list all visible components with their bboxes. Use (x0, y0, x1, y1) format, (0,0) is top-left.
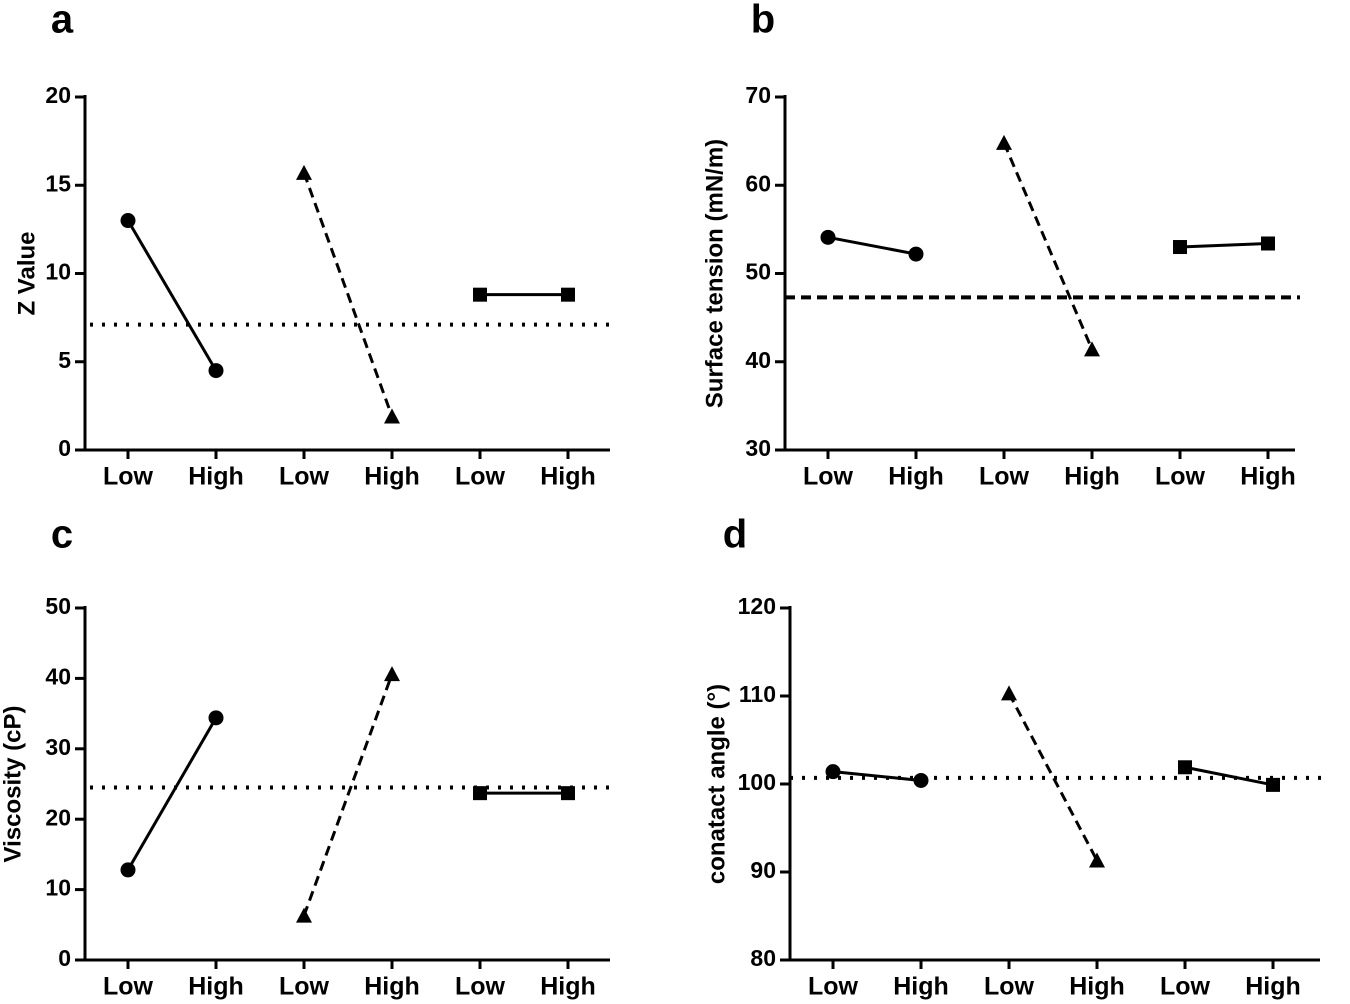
y-tick-label: 50 (745, 259, 771, 285)
x-tick-label: Low (103, 463, 154, 491)
marker (820, 229, 836, 245)
series-line (302, 673, 394, 917)
marker (996, 134, 1012, 150)
x-tick-label: High (1240, 463, 1296, 491)
marker (1001, 685, 1017, 701)
x-tick-label: High (364, 973, 420, 1001)
y-axis-label: conatact angle (°) (703, 684, 730, 884)
x-tick-label: High (540, 463, 596, 491)
marker (1089, 852, 1105, 868)
y-tick-label: 100 (738, 769, 776, 795)
marker (384, 666, 400, 682)
y-tick-label: 70 (745, 82, 771, 108)
series-line (126, 219, 218, 372)
y-tick-label: 90 (750, 857, 776, 883)
x-tick-label: High (893, 973, 949, 1001)
marker (1084, 341, 1100, 357)
x-tick-label: Low (279, 973, 330, 1001)
y-tick-label: 0 (58, 435, 71, 461)
marker (1261, 236, 1275, 251)
x-tick-label: High (1064, 463, 1120, 491)
panel-label: d (723, 513, 747, 557)
marker (908, 246, 924, 262)
x-tick-label: High (888, 463, 944, 491)
marker (561, 786, 575, 801)
marker (473, 786, 487, 801)
y-tick-label: 20 (45, 804, 71, 830)
x-tick-label: High (540, 973, 596, 1001)
x-tick-label: High (1069, 973, 1125, 1001)
marker (296, 907, 312, 923)
marker (208, 710, 224, 726)
y-axis-label: Z Value (13, 231, 40, 315)
marker (1266, 777, 1280, 792)
x-tick-label: High (188, 463, 244, 491)
x-tick-label: Low (803, 463, 854, 491)
marker (913, 772, 929, 788)
panel-label: a (51, 0, 74, 42)
y-tick-label: 10 (45, 875, 71, 901)
series-line (827, 235, 917, 256)
x-tick-label: Low (455, 973, 506, 1001)
y-tick-label: 60 (745, 170, 771, 196)
x-tick-label: Low (984, 973, 1035, 1001)
y-tick-label: 120 (738, 593, 776, 619)
y-tick-label: 20 (45, 82, 71, 108)
marker (120, 862, 136, 878)
y-axis-label: Viscosity (cP) (0, 706, 26, 863)
y-tick-label: 50 (45, 593, 71, 619)
series-line (302, 172, 394, 417)
marker (120, 213, 136, 229)
series-line (1002, 142, 1094, 350)
y-tick-label: 30 (45, 734, 71, 760)
marker (1173, 240, 1187, 255)
marker (1178, 760, 1192, 775)
x-tick-label: Low (1155, 463, 1206, 491)
series-line (1184, 765, 1274, 787)
x-tick-label: High (1245, 973, 1301, 1001)
x-tick-label: Low (103, 973, 154, 1001)
marker (384, 408, 400, 424)
x-tick-label: Low (808, 973, 859, 1001)
x-tick-label: Low (279, 463, 330, 491)
series-line (1007, 692, 1099, 862)
x-tick-label: Low (455, 463, 506, 491)
marker (825, 764, 841, 780)
series-line (1179, 241, 1269, 249)
x-tick-label: Low (979, 463, 1030, 491)
y-tick-label: 110 (739, 681, 776, 707)
marker (208, 363, 224, 379)
panel-label: b (751, 0, 775, 42)
series-line (832, 770, 922, 782)
marker (296, 164, 312, 180)
panel-label: c (51, 513, 73, 557)
x-tick-label: High (364, 463, 420, 491)
x-tick-label: High (188, 973, 244, 1001)
y-tick-label: 40 (45, 663, 71, 689)
y-tick-label: 40 (745, 347, 771, 373)
series-line (126, 717, 218, 871)
y-tick-label: 15 (45, 170, 71, 196)
y-axis-label: Surface tension (mN/m) (701, 139, 728, 408)
y-tick-label: 30 (745, 435, 771, 461)
y-tick-label: 0 (58, 945, 71, 971)
marker (561, 287, 575, 302)
marker (473, 287, 487, 302)
x-tick-label: Low (1160, 973, 1211, 1001)
y-tick-label: 80 (750, 945, 776, 971)
y-tick-label: 5 (58, 347, 71, 373)
y-tick-label: 10 (45, 259, 71, 285)
